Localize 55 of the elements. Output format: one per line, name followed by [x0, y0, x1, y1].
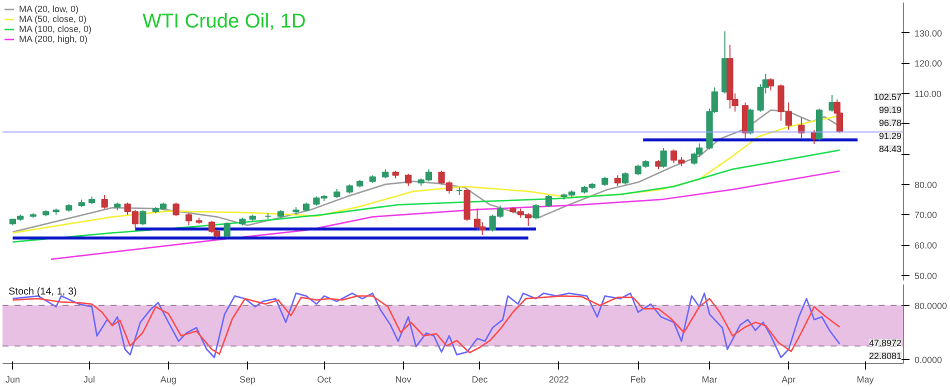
- candlestick: [622, 172, 629, 185]
- x-tick-label: Apr: [782, 374, 796, 384]
- chart-title: Stoch (14, 1, 3): [8, 286, 77, 298]
- x-tick-label: Oct: [317, 374, 332, 384]
- candlestick: [545, 194, 552, 208]
- line-series: [12, 149, 840, 243]
- x-tick-label: Dec: [472, 374, 488, 384]
- x-tick-label: Sep: [240, 374, 256, 384]
- legend-label: MA (50, close, 0): [19, 14, 87, 24]
- candlestick: [532, 204, 540, 220]
- candlestick: [172, 202, 180, 217]
- x-tick-label: 2022: [548, 374, 569, 384]
- y-tick-label: 70.00: [914, 210, 938, 220]
- candlestick: [334, 188, 340, 199]
- candlestick: [382, 168, 389, 179]
- x-tick-label: Jun: [5, 374, 20, 384]
- candlestick: [614, 174, 621, 186]
- candlestick: [405, 173, 412, 186]
- annotation: 84.43: [878, 144, 902, 154]
- annotation: 99.19: [878, 105, 902, 115]
- y-tick-label: 110.00: [914, 88, 942, 99]
- y-tick-label: 60.00: [914, 240, 938, 251]
- x-tick-label: Aug: [160, 374, 176, 384]
- candlestick: [186, 212, 192, 226]
- candlestick: [747, 108, 754, 135]
- candlestick: [264, 212, 272, 220]
- legend-label: MA (20, low, 0): [19, 4, 79, 14]
- candlestick: [302, 202, 310, 212]
- candlestick: [346, 184, 353, 194]
- x-tick-label: May: [856, 374, 874, 384]
- y-tick-label: 80.0000: [914, 300, 948, 311]
- chart-title: WTI Crude Oil, 1D: [142, 10, 306, 32]
- y-tick-label: 0.0000: [914, 354, 942, 365]
- x-tick-label: Feb: [630, 374, 646, 384]
- candlestick: [767, 78, 774, 91]
- candlestick: [224, 222, 230, 238]
- candlestick: [660, 148, 667, 168]
- annotation: 22.8081: [868, 351, 902, 361]
- x-tick-label: Jul: [84, 374, 96, 384]
- x-tick-label: Mar: [702, 374, 718, 384]
- annotation: 91.29: [878, 131, 902, 141]
- legend-label: MA (200, high, 0): [19, 34, 88, 44]
- line-series: [50, 170, 840, 260]
- x-tick-label: Nov: [395, 374, 412, 384]
- y-tick-label: 130.00: [914, 28, 942, 38]
- legend-label: MA (100, close, 0): [19, 24, 92, 34]
- annotation: 102.57: [874, 92, 902, 102]
- candlestick: [140, 210, 146, 226]
- annotation: 96.78: [878, 118, 902, 128]
- y-tick-label: 80.00: [914, 180, 938, 190]
- y-tick-label: 50.00: [914, 270, 938, 281]
- y-tick-label: 120.00: [914, 58, 942, 69]
- annotation: 47.8972: [868, 338, 902, 348]
- candlestick: [101, 194, 108, 210]
- candlestick: [602, 176, 608, 186]
